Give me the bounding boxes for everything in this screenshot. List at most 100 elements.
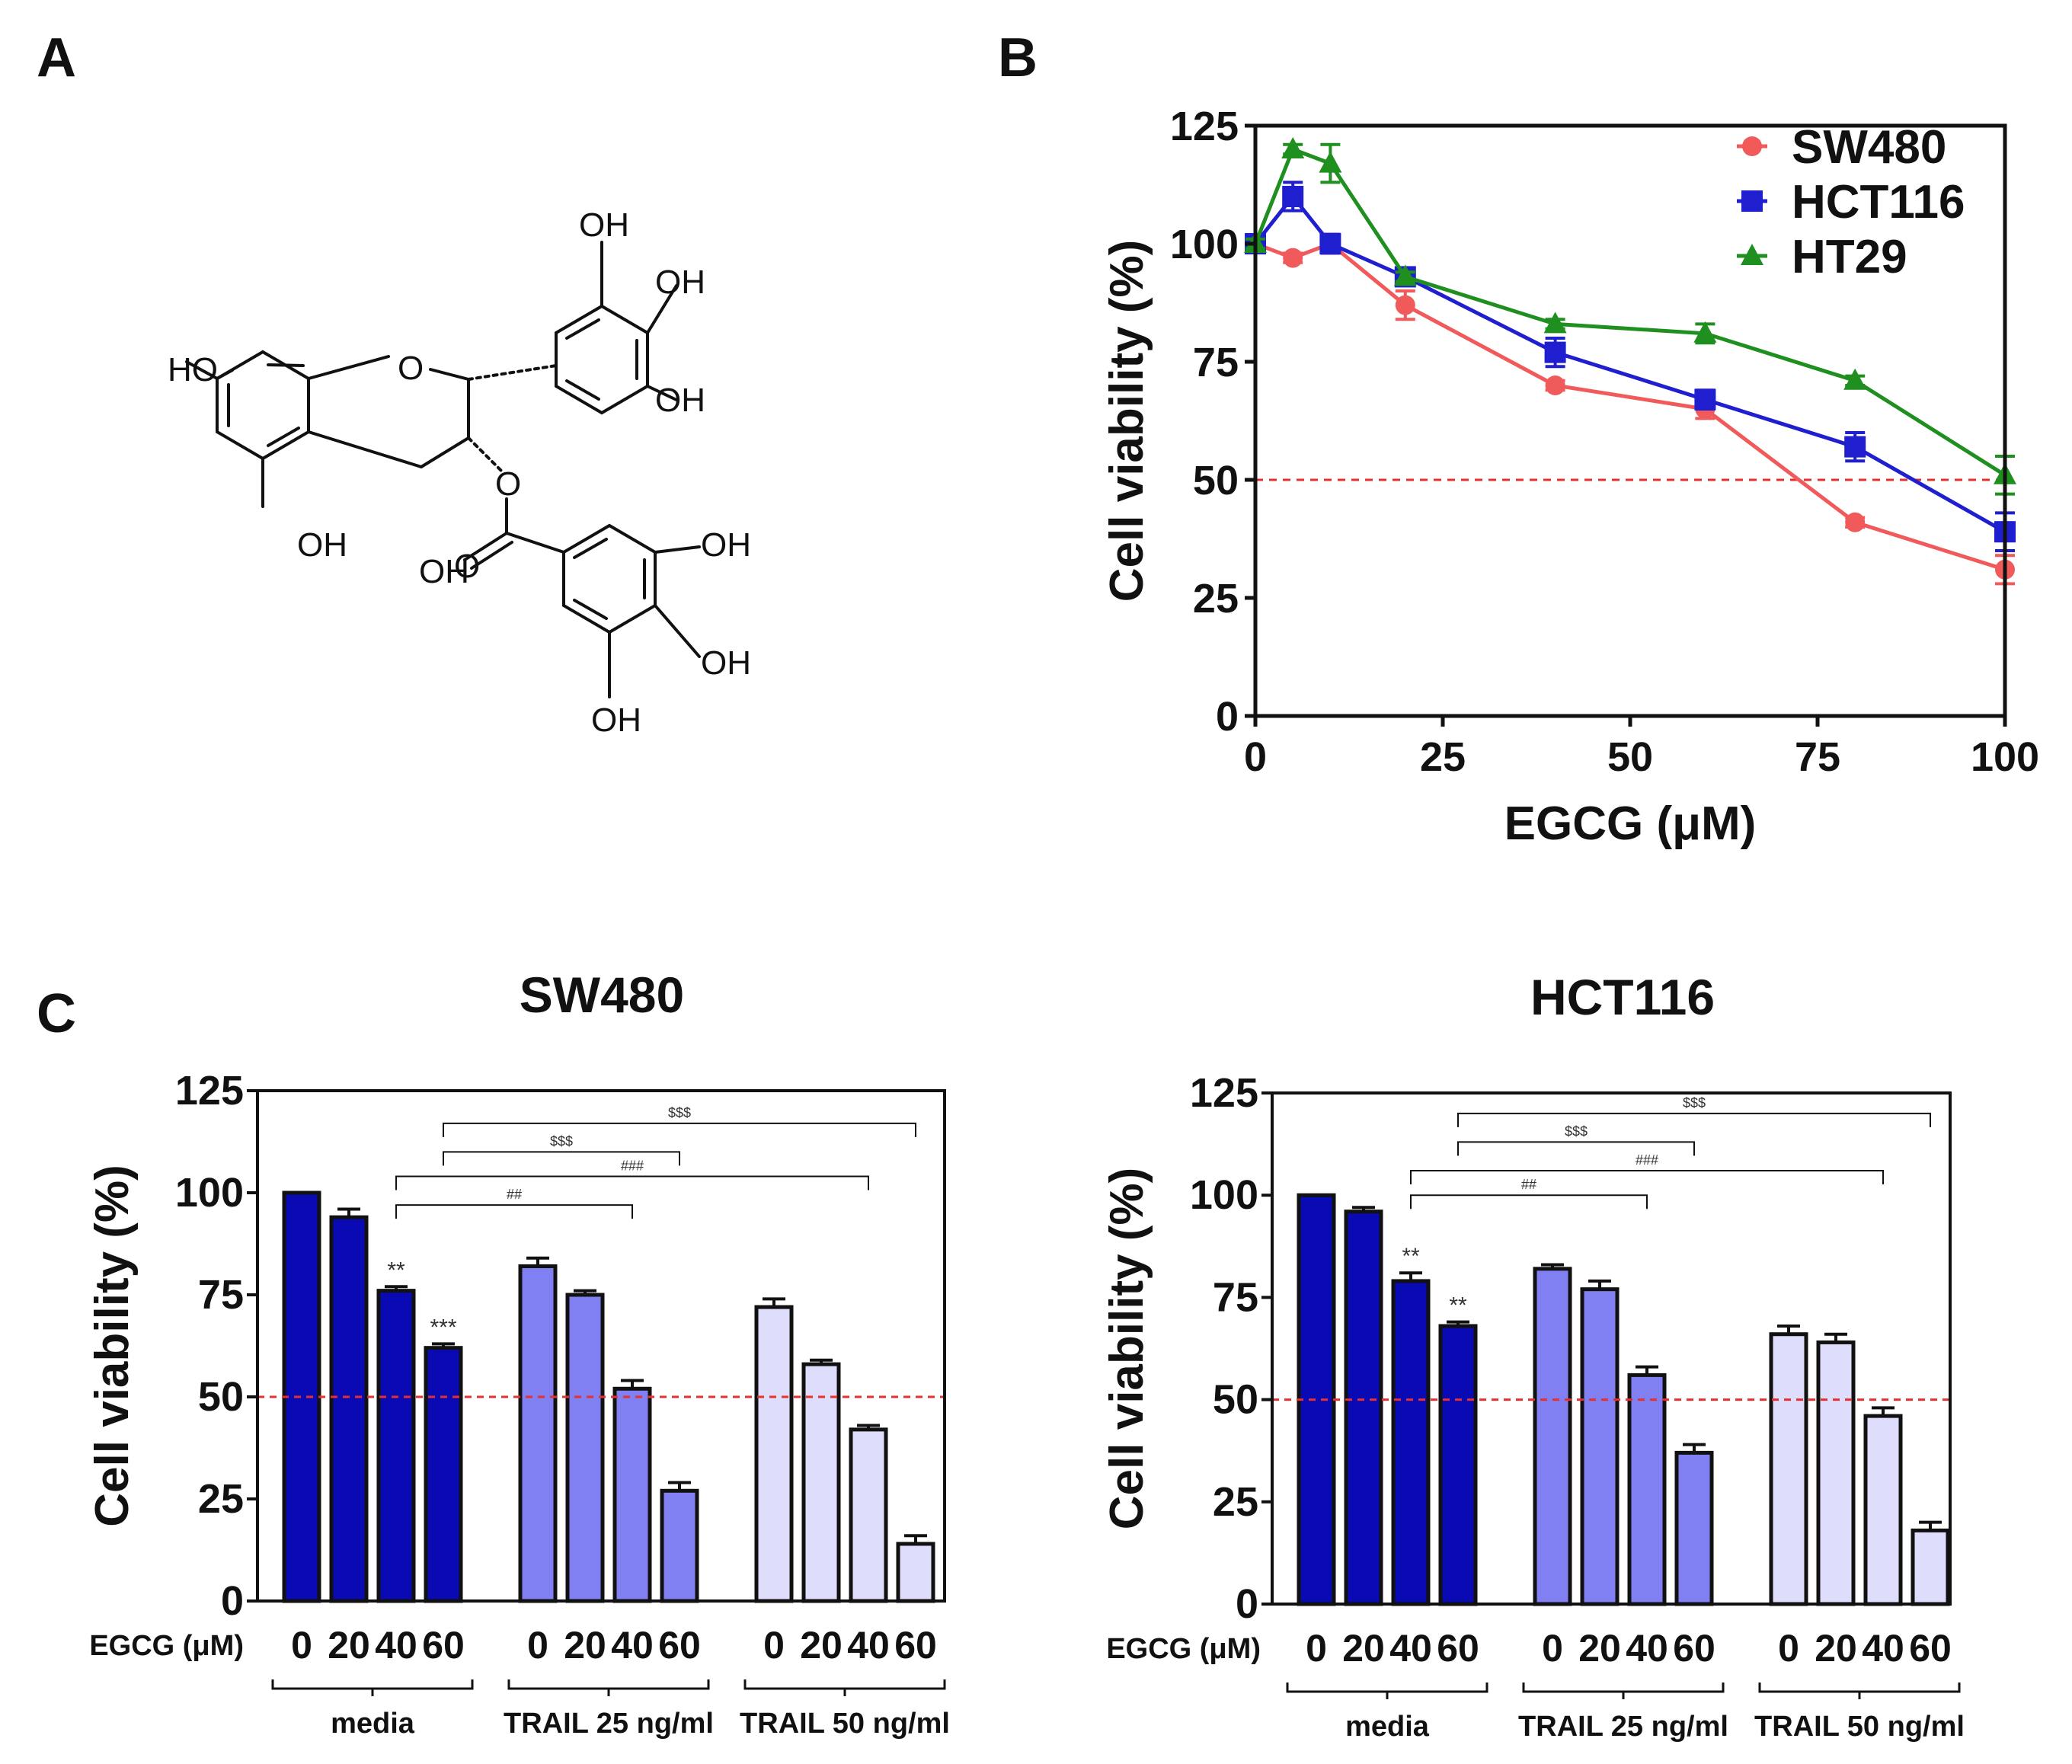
x-category-label: 40 [1389, 1627, 1432, 1670]
data-point-ht29 [1393, 264, 1417, 286]
bar [1674, 1450, 1714, 1606]
panel-label-a: A [37, 27, 76, 88]
atom-label: O [495, 465, 521, 503]
data-point-hct116 [1844, 436, 1866, 458]
bar [612, 1386, 652, 1603]
panel-label-b: B [998, 27, 1038, 88]
significance-stars: *** [430, 1315, 456, 1340]
x-tick-label: 50 [1607, 734, 1653, 780]
x-category-label: 20 [1815, 1627, 1857, 1670]
bar [1580, 1287, 1620, 1606]
data-point-hct116 [1282, 186, 1304, 207]
comparison-label: ### [1636, 1152, 1658, 1168]
atom-label: OH [655, 382, 705, 419]
comparison-label: $$$ [1683, 1095, 1706, 1110]
y-tick-label: 0 [221, 1578, 244, 1624]
data-point-sw480 [1845, 512, 1866, 532]
comparison-bracket [395, 1204, 633, 1219]
data-point-sw480 [1395, 295, 1415, 315]
comparison-label: ## [507, 1187, 522, 1202]
bar [896, 1542, 935, 1603]
x-category-label: 0 [763, 1624, 785, 1667]
egcg-structure-diagram [185, 241, 701, 698]
chart-title: SW480 [520, 967, 684, 1023]
y-axis-title: Cell viability (%) [86, 1165, 139, 1526]
y-tick-label: 75 [198, 1272, 244, 1318]
legend-label: SW480 [1792, 121, 1946, 174]
comparison-bracket [1410, 1169, 1884, 1184]
bar [754, 1305, 794, 1603]
y-tick-label: 125 [1190, 1070, 1258, 1116]
significance-stars: ** [1402, 1244, 1420, 1269]
y-axis-title: Cell viability (%) [1101, 1168, 1153, 1529]
bar [282, 1190, 321, 1603]
x-category-label: 60 [658, 1624, 701, 1667]
y-tick-label: 50 [198, 1374, 244, 1420]
x-category-label: 20 [564, 1624, 606, 1667]
group-brace [1522, 1683, 1725, 1693]
data-point-sw480 [1545, 375, 1565, 395]
egcg-atom-labels: OH OH OH HO O OH O OH O OH OH OH [168, 206, 751, 739]
y-tick-label: 50 [1213, 1377, 1258, 1423]
group-label: TRAIL 25 ng/ml [504, 1708, 714, 1740]
group-label: TRAIL 50 ng/ml [1754, 1711, 1965, 1743]
x-category-label: 60 [1909, 1627, 1952, 1670]
comparison-bracket [443, 1151, 680, 1166]
group-label: media [1345, 1711, 1430, 1743]
x-category-label: 40 [1626, 1627, 1668, 1670]
data-point-ht29 [1693, 321, 1717, 343]
y-tick-label: 100 [1190, 1172, 1258, 1218]
group-label: TRAIL 50 ng/ml [740, 1708, 950, 1740]
y-tick-label: 0 [1216, 694, 1239, 740]
legend-marker-square [1741, 190, 1763, 212]
group-brace [507, 1679, 710, 1690]
y-tick-label: 125 [1170, 104, 1239, 149]
plot-frame [256, 1089, 946, 1603]
atom-label: OH [297, 526, 347, 564]
x-category-label: 60 [894, 1624, 937, 1667]
bar [1769, 1332, 1808, 1606]
x-category-label: 20 [1342, 1627, 1385, 1670]
data-point-hct116 [1544, 341, 1566, 363]
bar [849, 1427, 888, 1603]
chart-title: HCT116 [1530, 969, 1715, 1025]
comparison-label: $$$ [550, 1133, 573, 1149]
comparison-label: ## [1521, 1177, 1536, 1192]
x-category-label: 60 [1437, 1627, 1479, 1670]
comparison-bracket [443, 1122, 916, 1137]
y-tick-label: 75 [1213, 1274, 1258, 1320]
x-category-label: 40 [1862, 1627, 1904, 1670]
y-tick-label: 25 [1213, 1479, 1258, 1525]
y-tick-label: 100 [175, 1170, 244, 1216]
bar [565, 1293, 605, 1603]
legend-label: HT29 [1792, 231, 1907, 283]
group-brace [743, 1679, 946, 1690]
comparison-label: ### [621, 1158, 644, 1174]
x-category-label: 40 [847, 1624, 890, 1667]
x-category-label: 60 [422, 1624, 465, 1667]
comparison-label: $$$ [1565, 1123, 1588, 1139]
legend-marker-circle [1742, 136, 1762, 156]
series-line-sw480 [1255, 241, 2006, 572]
y-tick-label: 0 [1236, 1581, 1258, 1627]
significance-stars: ** [387, 1257, 405, 1283]
x-category-label: 0 [291, 1624, 312, 1667]
bar [801, 1362, 841, 1603]
x-tick-label: 100 [1971, 734, 2039, 780]
group-brace [1286, 1683, 1488, 1693]
data-point-hct116 [1319, 233, 1341, 254]
x-axis-title: EGCG (μM) [1504, 797, 1757, 850]
significance-stars: ** [1449, 1293, 1467, 1318]
bar [329, 1215, 369, 1603]
x-category-label: 20 [1578, 1627, 1621, 1670]
data-point-hct116 [1694, 388, 1716, 411]
bar [1816, 1340, 1856, 1606]
data-point-ht29 [1319, 151, 1342, 173]
data-point-sw480 [1283, 248, 1303, 268]
y-tick-label: 25 [198, 1476, 244, 1522]
x-category-label: 40 [611, 1624, 654, 1667]
data-point-ht29 [1843, 368, 1867, 390]
